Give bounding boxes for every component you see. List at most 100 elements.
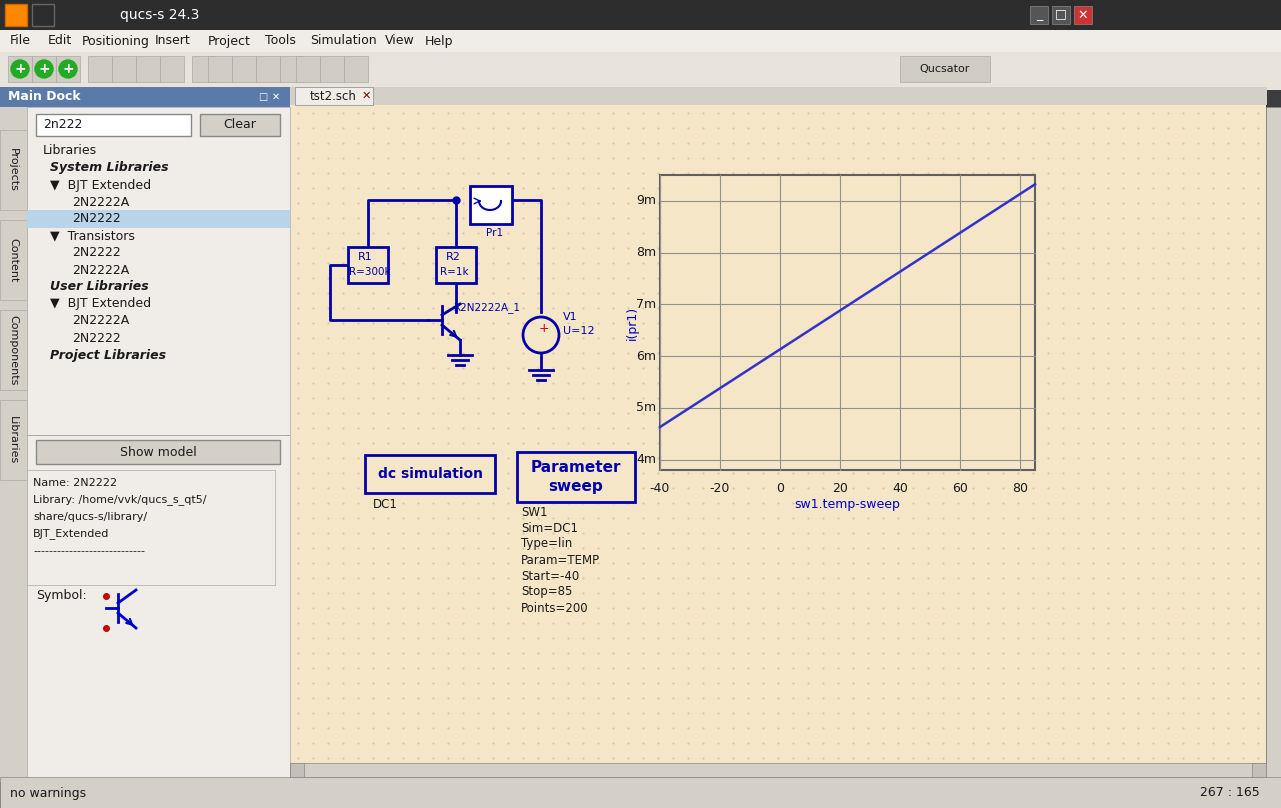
Bar: [290, 87, 1267, 105]
Bar: [232, 56, 256, 82]
Bar: [160, 56, 184, 82]
Bar: [345, 56, 368, 82]
Text: User Libraries: User Libraries: [50, 280, 149, 293]
Bar: [1252, 763, 1266, 777]
Text: ▼  Transistors: ▼ Transistors: [50, 229, 135, 242]
Bar: [111, 56, 136, 82]
Text: 0: 0: [776, 482, 784, 495]
Text: +: +: [539, 322, 550, 335]
Text: Project: Project: [208, 35, 251, 48]
Bar: [295, 87, 373, 105]
Text: Symbol:: Symbol:: [36, 590, 87, 603]
Text: -20: -20: [710, 482, 730, 495]
Circle shape: [59, 60, 77, 78]
Bar: [208, 56, 232, 82]
Text: i(pr1): i(pr1): [625, 305, 638, 339]
FancyBboxPatch shape: [365, 455, 494, 493]
Text: 5m: 5m: [635, 402, 656, 415]
Text: no warnings: no warnings: [10, 786, 86, 799]
Text: 8m: 8m: [635, 246, 656, 259]
Text: ----------------------------: ----------------------------: [33, 546, 145, 556]
Text: Main Dock: Main Dock: [8, 90, 81, 103]
Bar: [0, 130, 27, 210]
Text: +: +: [38, 62, 50, 76]
Text: Edit: Edit: [47, 35, 72, 48]
Text: Parameter: Parameter: [530, 461, 621, 475]
Text: Param=TEMP: Param=TEMP: [521, 553, 600, 566]
Text: Points=200: Points=200: [521, 601, 589, 615]
Bar: [470, 186, 512, 224]
Text: Project Libraries: Project Libraries: [50, 348, 167, 361]
Bar: [27, 435, 290, 436]
Bar: [5, 4, 27, 26]
Text: 2N2222A: 2N2222A: [72, 263, 129, 276]
Bar: [56, 56, 79, 82]
Bar: [8, 56, 32, 82]
Bar: [901, 56, 990, 82]
Bar: [0, 400, 27, 480]
Text: System Libraries: System Libraries: [50, 162, 169, 175]
Bar: [436, 247, 477, 283]
Text: ▼  BJT Extended: ▼ BJT Extended: [50, 297, 151, 310]
Bar: [27, 107, 290, 782]
Text: Stop=85: Stop=85: [521, 586, 573, 599]
Bar: [296, 56, 320, 82]
Bar: [88, 56, 111, 82]
Bar: [1266, 107, 1281, 782]
Text: 2N2222A: 2N2222A: [72, 314, 129, 327]
Text: 2N2222: 2N2222: [72, 331, 120, 344]
Text: Simulation: Simulation: [310, 35, 377, 48]
Bar: [200, 114, 281, 136]
Text: Projects: Projects: [8, 148, 18, 192]
Text: Content: Content: [8, 238, 18, 282]
Text: +: +: [14, 62, 26, 76]
Text: X2N2222A_1: X2N2222A_1: [453, 302, 521, 314]
Text: R=300k: R=300k: [348, 267, 391, 277]
Bar: [36, 114, 191, 136]
Bar: [290, 763, 304, 777]
Text: V1: V1: [564, 312, 578, 322]
Text: Library: /home/vvk/qucs_s_qt5/: Library: /home/vvk/qucs_s_qt5/: [33, 494, 206, 506]
Text: Libraries: Libraries: [44, 144, 97, 157]
Text: 267 : 165: 267 : 165: [1200, 786, 1261, 799]
Text: Help: Help: [425, 35, 453, 48]
Text: 60: 60: [952, 482, 968, 495]
Text: -40: -40: [649, 482, 670, 495]
Bar: [1030, 6, 1048, 24]
Text: ✕: ✕: [1077, 9, 1089, 22]
Text: BJT_Extended: BJT_Extended: [33, 528, 109, 540]
Text: 40: 40: [892, 482, 908, 495]
Text: R1: R1: [357, 252, 373, 262]
Circle shape: [523, 317, 559, 353]
Bar: [1073, 6, 1091, 24]
Text: SW1: SW1: [521, 506, 547, 519]
Text: 20: 20: [833, 482, 848, 495]
Text: □: □: [257, 92, 268, 102]
Text: Pr1: Pr1: [485, 228, 503, 238]
Text: Tools: Tools: [265, 35, 296, 48]
Bar: [290, 763, 1266, 777]
Bar: [0, 87, 290, 107]
Text: Name: 2N2222: Name: 2N2222: [33, 478, 117, 488]
Text: 6m: 6m: [635, 350, 656, 363]
Text: Start=-40: Start=-40: [521, 570, 579, 583]
Circle shape: [12, 60, 29, 78]
Bar: [256, 56, 281, 82]
Bar: [0, 310, 27, 390]
Bar: [281, 56, 304, 82]
Text: 2N2222: 2N2222: [72, 246, 120, 259]
Text: U=12: U=12: [564, 326, 594, 336]
Text: Components: Components: [8, 315, 18, 385]
Text: sw1.temp-sweep: sw1.temp-sweep: [794, 498, 901, 511]
Text: R=1k: R=1k: [439, 267, 469, 277]
Text: □: □: [1056, 7, 1067, 20]
Bar: [27, 210, 290, 228]
Text: Sim=DC1: Sim=DC1: [521, 521, 578, 535]
Text: Libraries: Libraries: [8, 416, 18, 464]
Text: Qucsator: Qucsator: [920, 64, 970, 74]
Text: View: View: [386, 35, 415, 48]
Text: 2N2222A: 2N2222A: [72, 196, 129, 208]
Bar: [290, 105, 1266, 765]
Text: R2: R2: [446, 252, 461, 262]
Bar: [0, 777, 1281, 808]
